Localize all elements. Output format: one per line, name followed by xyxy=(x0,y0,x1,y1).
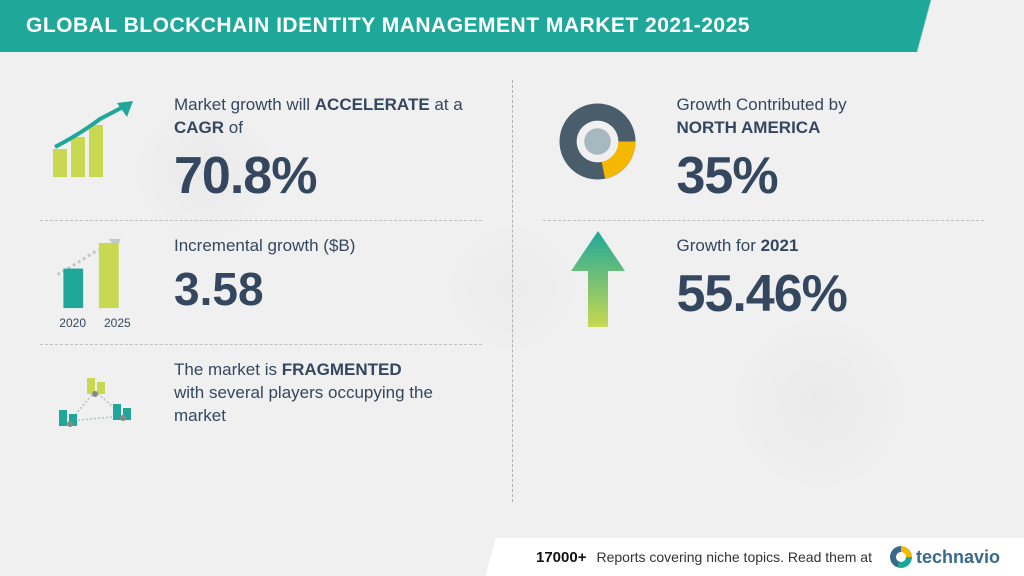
footer-count: 17000+ xyxy=(536,549,586,566)
stat-fragmented: The market is FRAGMENTED with several pl… xyxy=(40,344,482,468)
network-icon xyxy=(40,359,150,454)
bar-compare-icon: 2020 2025 xyxy=(40,235,150,330)
growth-2021-value: 55.46% xyxy=(677,264,985,324)
left-column: Market growth will ACCELERATE at a CAGR … xyxy=(40,80,482,502)
stat-growth-2021: Growth for 2021 55.46% xyxy=(543,220,985,344)
footer-text: Reports covering niche topics. Read them… xyxy=(596,549,871,565)
footer: 17000+ Reports covering niche topics. Re… xyxy=(506,538,1024,576)
incremental-value: 3.58 xyxy=(174,262,482,316)
incremental-text: Incremental growth ($B) 3.58 xyxy=(174,235,482,316)
page-title: GLOBAL BLOCKCHAIN IDENTITY MANAGEMENT MA… xyxy=(26,14,750,37)
brand-icon xyxy=(890,546,912,568)
growth-chart-icon xyxy=(40,94,150,189)
year-a: 2020 xyxy=(59,316,86,330)
column-divider xyxy=(512,80,513,502)
cagr-text: Market growth will ACCELERATE at a CAGR … xyxy=(174,94,482,206)
up-arrow-icon xyxy=(543,235,653,330)
stat-cagr: Market growth will ACCELERATE at a CAGR … xyxy=(40,80,482,220)
cagr-value: 70.8% xyxy=(174,146,482,206)
right-column: Growth Contributed byNORTH AMERICA 35% xyxy=(543,80,985,502)
header-banner: GLOBAL BLOCKCHAIN IDENTITY MANAGEMENT MA… xyxy=(0,0,1024,52)
stat-region: Growth Contributed byNORTH AMERICA 35% xyxy=(543,80,985,220)
content-area: Market growth will ACCELERATE at a CAGR … xyxy=(0,52,1024,512)
stat-incremental: 2020 2025 Incremental growth ($B) 3.58 xyxy=(40,220,482,344)
donut-chart-icon xyxy=(543,94,653,189)
fragmented-text: The market is FRAGMENTED with several pl… xyxy=(174,359,482,428)
region-value: 35% xyxy=(677,146,985,206)
growth-2021-text: Growth for 2021 55.46% xyxy=(677,235,985,324)
region-text: Growth Contributed byNORTH AMERICA 35% xyxy=(677,94,985,206)
brand-logo: technavio xyxy=(890,546,1000,568)
brand-name: technavio xyxy=(916,547,1000,568)
year-b: 2025 xyxy=(104,316,131,330)
